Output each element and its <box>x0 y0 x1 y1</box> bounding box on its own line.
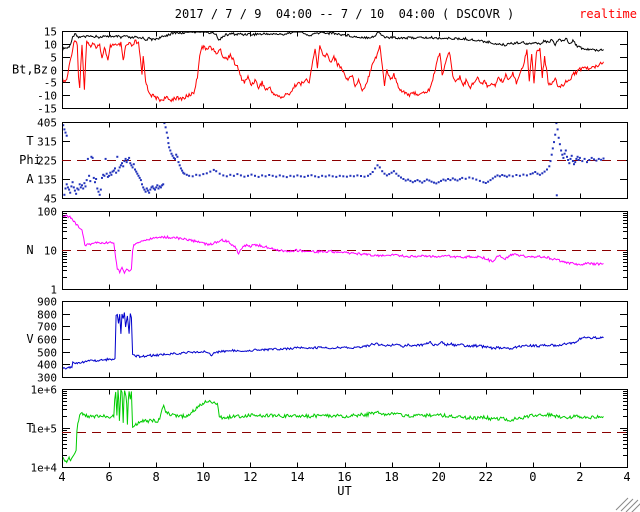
bt-trace <box>63 32 604 52</box>
y-tick-label: 500 <box>37 347 57 360</box>
panel-label-t: T <box>26 134 33 148</box>
y-tick-label: 5 <box>50 52 57 65</box>
x-tick-label: 22 <box>479 470 493 484</box>
y-tick-label: 1 <box>50 284 57 297</box>
panel-frame <box>62 301 628 378</box>
y-tick-label: 135 <box>37 174 57 187</box>
y-tick-label: 1e+5 <box>31 423 58 436</box>
y-tick-label: 45 <box>44 193 57 206</box>
x-tick-label: 14 <box>290 470 304 484</box>
y-tick-label: 800 <box>37 309 57 322</box>
y-tick-label: 700 <box>37 321 57 334</box>
bz-trace <box>63 39 604 103</box>
x-tick-label: 2 <box>576 470 583 484</box>
y-tick-label: 405 <box>37 117 57 130</box>
x-tick-label: 16 <box>337 470 351 484</box>
x-tick-label: 4 <box>58 470 65 484</box>
panel-frame <box>62 389 628 468</box>
corner-hatch-icon <box>615 497 640 512</box>
y-tick-label: 600 <box>37 334 57 347</box>
panel-label-v: V <box>26 332 33 346</box>
y-tick-label: 10 <box>44 245 57 258</box>
x-tick-label: 0 <box>529 470 536 484</box>
phi-scatter-points <box>63 123 605 197</box>
y-tick-label: 300 <box>37 372 57 385</box>
x-axis-title: UT <box>337 484 352 498</box>
y-tick-label: -15 <box>37 103 57 116</box>
panel-label-btbz: Bt,Bz <box>12 63 48 77</box>
x-tick-label: 10 <box>196 470 210 484</box>
panel-label-t: T <box>26 421 33 435</box>
x-tick-label: 18 <box>384 470 398 484</box>
panel-label-a: A <box>26 172 34 186</box>
y-tick-label: 315 <box>37 136 57 149</box>
y-tick-label: 10 <box>44 39 57 52</box>
t-trace <box>63 390 604 464</box>
y-tick-label: 900 <box>37 296 57 309</box>
panel-label-phi: Phi <box>19 153 41 167</box>
y-tick-label: 0 <box>50 65 57 78</box>
plot-title: 2017 / 7 / 9 04:00 -- 7 / 10 04:00 ( DSC… <box>174 7 515 21</box>
y-tick-label: 1e+4 <box>31 462 58 475</box>
y-tick-label: 100 <box>37 206 57 219</box>
realtime-badge: realtime <box>579 7 637 21</box>
y-tick-label: 400 <box>37 359 57 372</box>
n-trace <box>63 214 604 275</box>
panel-density: 100 10 1 N <box>26 206 628 297</box>
y-tick-label: -10 <box>37 90 57 103</box>
x-tick-label: 12 <box>243 470 257 484</box>
y-tick-label: 1e+6 <box>31 384 58 397</box>
x-tick-label: 20 <box>431 470 445 484</box>
panel-temperature: 1e+6 1e+5 1e+4 T <box>26 384 628 475</box>
x-tick-label: 4 <box>623 470 630 484</box>
y-tick-label: 225 <box>37 155 57 168</box>
y-tick-label: 15 <box>44 26 57 39</box>
panel-phi: 405 315 225 135 45 T Phi A <box>19 117 628 206</box>
v-trace <box>63 312 604 370</box>
y-tick-label: -5 <box>44 77 57 90</box>
panel-label-n: N <box>26 243 33 257</box>
x-tick-label: 6 <box>105 470 112 484</box>
x-tick-label: 8 <box>153 470 160 484</box>
